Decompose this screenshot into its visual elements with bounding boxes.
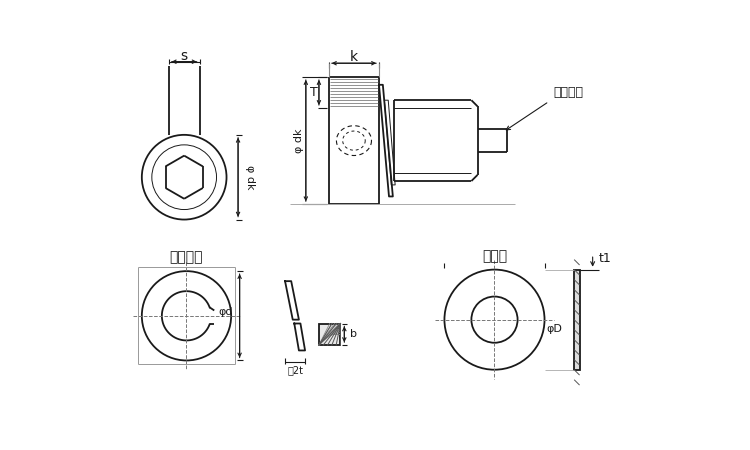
Text: s: s — [181, 49, 188, 63]
Bar — [319, 324, 340, 345]
Text: φ dk: φ dk — [294, 128, 304, 153]
Text: φD: φD — [547, 324, 562, 334]
Text: k: k — [350, 50, 358, 64]
Text: 平座金: 平座金 — [482, 249, 507, 263]
Text: ばね座金: ばね座金 — [170, 250, 203, 264]
Text: t1: t1 — [598, 252, 611, 265]
Text: φd: φd — [219, 307, 233, 317]
Text: φ dk: φ dk — [244, 165, 254, 189]
Bar — [574, 270, 580, 370]
Text: 面取り先: 面取り先 — [554, 86, 584, 99]
Text: T: T — [310, 86, 317, 99]
Text: 約2t: 約2t — [287, 364, 303, 375]
Text: b: b — [350, 329, 357, 339]
